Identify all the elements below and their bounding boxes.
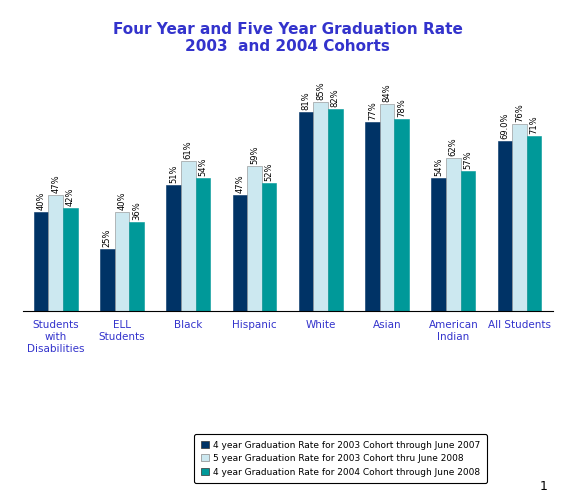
Bar: [34, 212, 49, 311]
Bar: [314, 102, 328, 311]
Text: 76%: 76%: [515, 103, 524, 122]
Bar: [365, 122, 380, 311]
Bar: [181, 161, 196, 311]
Text: 54%: 54%: [199, 158, 208, 176]
Text: 59%: 59%: [250, 145, 259, 164]
Bar: [49, 195, 63, 311]
Text: 57%: 57%: [464, 150, 473, 169]
Bar: [380, 104, 394, 311]
Text: 47%: 47%: [51, 175, 60, 193]
Bar: [512, 124, 527, 311]
Text: 82%: 82%: [331, 89, 340, 107]
Title: Four Year and Five Year Graduation Rate
2003  and 2004 Cohorts: Four Year and Five Year Graduation Rate …: [113, 22, 462, 54]
Text: 84%: 84%: [382, 84, 391, 102]
Bar: [232, 195, 247, 311]
Bar: [527, 136, 541, 311]
Bar: [446, 158, 461, 311]
Bar: [100, 249, 114, 311]
Bar: [196, 178, 210, 311]
Bar: [247, 166, 262, 311]
Bar: [166, 185, 181, 311]
Text: 47%: 47%: [235, 175, 244, 193]
Text: 78%: 78%: [397, 98, 406, 117]
Text: 85%: 85%: [316, 81, 325, 100]
Text: 51%: 51%: [169, 165, 178, 183]
Text: 42%: 42%: [66, 187, 75, 205]
Text: 81%: 81%: [302, 91, 311, 110]
Bar: [114, 212, 129, 311]
Bar: [497, 141, 512, 311]
Bar: [262, 183, 276, 311]
Text: 36%: 36%: [132, 201, 141, 220]
Text: 40%: 40%: [37, 192, 46, 210]
Text: 1: 1: [539, 480, 547, 493]
Legend: 4 year Graduation Rate for 2003 Cohort through June 2007, 5 year Graduation Rate: 4 year Graduation Rate for 2003 Cohort t…: [195, 434, 487, 483]
Text: 62%: 62%: [449, 138, 458, 156]
Bar: [129, 222, 144, 311]
Bar: [328, 109, 343, 311]
Text: 25%: 25%: [103, 229, 112, 247]
Text: 40%: 40%: [117, 192, 126, 210]
Bar: [63, 207, 78, 311]
Bar: [299, 112, 314, 311]
Text: 61%: 61%: [184, 140, 193, 159]
Text: 54%: 54%: [434, 158, 443, 176]
Text: 52%: 52%: [265, 162, 274, 181]
Bar: [394, 119, 409, 311]
Text: 77%: 77%: [368, 101, 377, 120]
Text: 71%: 71%: [530, 116, 539, 134]
Bar: [461, 171, 475, 311]
Text: 69.0%: 69.0%: [500, 113, 509, 139]
Bar: [431, 178, 446, 311]
